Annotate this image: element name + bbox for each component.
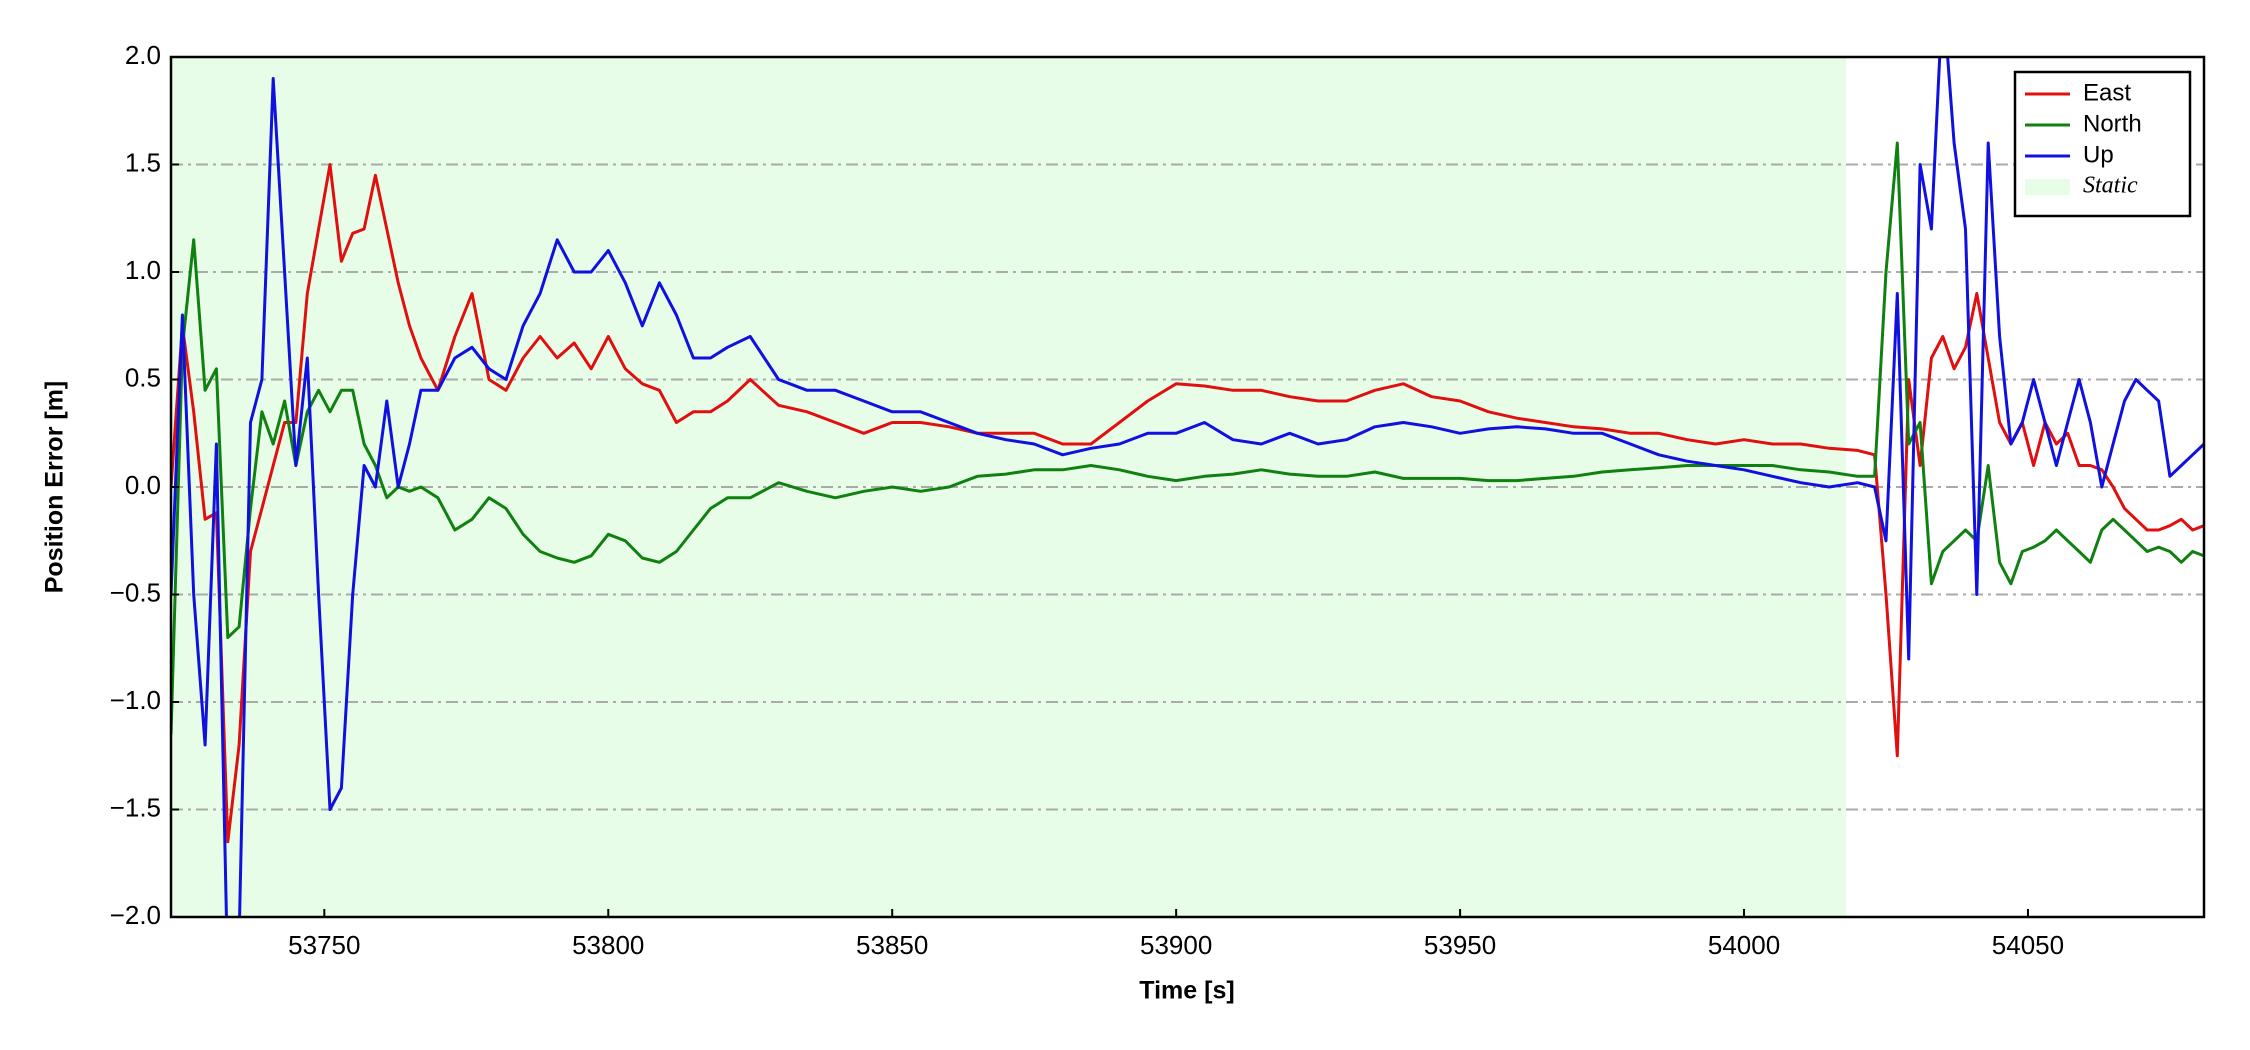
y-axis-label: Position Error [m] bbox=[41, 381, 69, 594]
x-axis-label: Time [s] bbox=[1139, 977, 1234, 1005]
y-tick-label: −2.0 bbox=[110, 900, 161, 930]
y-tick-label: 0.5 bbox=[125, 362, 161, 392]
legend-label: North bbox=[2083, 110, 2142, 137]
lines bbox=[171, 57, 2204, 917]
x-tick-label: 53850 bbox=[856, 930, 928, 960]
series-line bbox=[171, 141, 2204, 735]
y-tick-label: 1.0 bbox=[125, 255, 161, 285]
series-line bbox=[171, 163, 2204, 844]
series-line bbox=[171, 57, 2204, 917]
y-tick-label: 0.0 bbox=[125, 470, 161, 500]
x-tick-label: 53800 bbox=[572, 930, 644, 960]
x-tick-label: 53750 bbox=[288, 930, 360, 960]
legend-label: Up bbox=[2083, 141, 2114, 168]
x-tick-label: 54000 bbox=[1708, 930, 1780, 960]
legend-label: Static bbox=[2083, 173, 2138, 199]
ticks: −2.0 −1.5 −1.0 −0.5 0.0 0.5 1.0 1.5 2.0 53750 5380… bbox=[110, 40, 2064, 960]
legend-label: East bbox=[2083, 79, 2131, 106]
y-tick-label: 2.0 bbox=[125, 40, 161, 70]
x-tick-label: 53900 bbox=[1140, 930, 1212, 960]
x-tick-label: 53950 bbox=[1424, 930, 1496, 960]
legend: East North Up Static bbox=[2013, 70, 2192, 218]
y-tick-label: −0.5 bbox=[110, 577, 161, 607]
y-tick-label: −1.5 bbox=[110, 792, 161, 822]
x-tick-label: 54050 bbox=[1992, 930, 2064, 960]
y-tick-label: −1.0 bbox=[110, 685, 161, 715]
legend-swatch bbox=[2025, 179, 2070, 195]
y-tick-label: 1.5 bbox=[125, 147, 161, 177]
